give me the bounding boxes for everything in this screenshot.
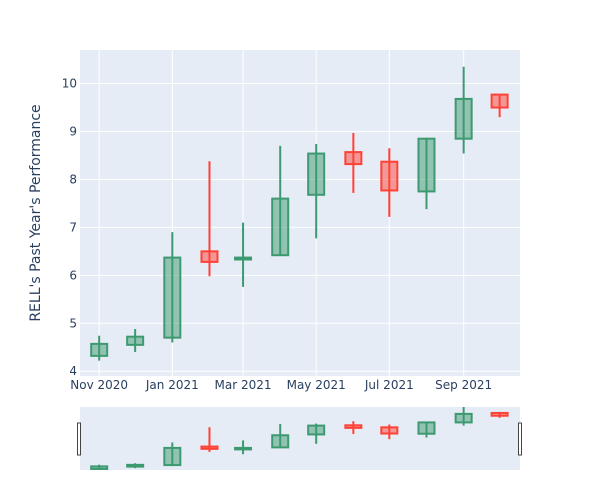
candle-body xyxy=(126,463,145,468)
candle-increasing-mini xyxy=(234,440,253,455)
candle-increasing xyxy=(234,222,253,287)
candle-body xyxy=(380,160,399,192)
candle-increasing xyxy=(417,137,436,210)
candle-increasing xyxy=(163,232,182,343)
y-tick-label: 9 xyxy=(69,125,77,139)
candle-body xyxy=(344,151,363,166)
candle-body xyxy=(490,411,509,417)
candle-increasing xyxy=(271,145,290,257)
candle-body xyxy=(271,434,290,449)
candle-decreasing xyxy=(490,93,509,118)
candle-body xyxy=(307,152,326,196)
rangeslider-right-handle[interactable] xyxy=(518,422,522,456)
candle-increasing xyxy=(307,143,326,239)
candle-body xyxy=(454,412,473,424)
rangeslider-left-handle[interactable] xyxy=(77,422,81,456)
candle-body xyxy=(344,424,363,429)
main-candles xyxy=(90,66,509,361)
rangeslider-background xyxy=(80,407,520,470)
y-tick-label: 7 xyxy=(69,220,77,234)
candle-increasing-mini xyxy=(307,423,326,444)
x-tick-label: Mar 2021 xyxy=(215,378,272,392)
candle-body xyxy=(126,335,145,346)
candle-body xyxy=(307,424,326,436)
candle-increasing-mini xyxy=(417,421,436,438)
candle-body xyxy=(163,256,182,339)
y-tick-label: 4 xyxy=(69,364,77,378)
candle-body xyxy=(271,197,290,257)
y-tick-label: 10 xyxy=(62,77,77,91)
candle-increasing xyxy=(126,329,145,353)
candle-body xyxy=(90,465,109,470)
candle-body xyxy=(90,342,109,357)
rangeslider-candles[interactable] xyxy=(90,407,509,470)
candle-decreasing-mini xyxy=(490,411,509,418)
candle-decreasing-mini xyxy=(344,421,363,435)
candle-increasing-mini xyxy=(454,407,473,426)
main-grid xyxy=(80,50,520,376)
x-tick-label: Sep 2021 xyxy=(435,378,492,392)
candle-body xyxy=(417,137,436,193)
candle-decreasing xyxy=(200,161,219,277)
candle-body xyxy=(200,445,219,450)
candle-body xyxy=(490,93,509,109)
candle-body xyxy=(200,250,219,263)
main-plot-background xyxy=(80,50,520,376)
candle-body xyxy=(417,421,436,435)
y-tick-label: 6 xyxy=(69,268,77,282)
x-tick-label: Jan 2021 xyxy=(145,378,199,392)
candle-increasing-mini xyxy=(271,423,290,449)
candle-body xyxy=(234,256,253,261)
candle-body xyxy=(380,426,399,435)
candle-decreasing xyxy=(344,132,363,193)
candle-increasing-mini xyxy=(126,463,145,469)
candle-body xyxy=(234,446,253,451)
x-tick-label: Jul 2021 xyxy=(364,378,414,392)
candle-body xyxy=(454,97,473,140)
x-axis-ticks: Nov 2020 Jan 2021 Mar 2021 May 2021 Jul 2021… xyxy=(70,378,492,392)
x-tick-label: Nov 2020 xyxy=(70,378,128,392)
y-axis-ticks: 4 5 6 7 8 9 10 xyxy=(62,77,77,379)
y-axis-label: RELL's Past Year's Performance xyxy=(28,104,44,321)
candle-decreasing-mini xyxy=(200,427,219,452)
candle-body xyxy=(163,446,182,467)
y-tick-label: 8 xyxy=(69,172,77,186)
candle-increasing xyxy=(90,335,109,361)
candle-decreasing xyxy=(380,148,399,217)
x-tick-label: May 2021 xyxy=(287,378,346,392)
candle-decreasing-mini xyxy=(380,424,399,440)
candle-increasing-mini xyxy=(90,464,109,470)
y-tick-label: 5 xyxy=(69,316,77,330)
candle-increasing xyxy=(454,66,473,154)
candle-increasing-mini xyxy=(163,442,182,467)
